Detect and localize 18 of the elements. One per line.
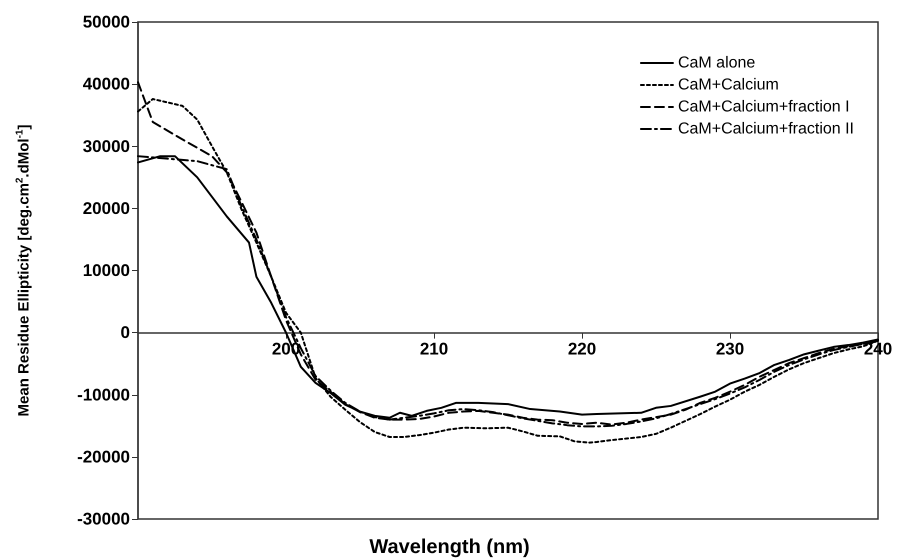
y-tick-label: 20000 xyxy=(82,198,130,218)
legend-label: CaM+Calcium+fraction I xyxy=(678,98,850,116)
y-axis-title: Mean Residue Ellipticity [deg.cm2.dMol-1] xyxy=(14,124,32,416)
y-tick-label: 0 xyxy=(120,323,130,342)
legend-label: CaM+Calcium xyxy=(678,76,779,94)
y-tick-label: 10000 xyxy=(82,261,130,280)
x-tick-label: 220 xyxy=(568,340,596,359)
legend-label: CaM alone xyxy=(678,54,756,72)
x-tick-label: 230 xyxy=(716,340,744,359)
y-tick-label: -20000 xyxy=(77,447,130,466)
y-tick-label: 30000 xyxy=(82,136,130,156)
y-tick-label: -10000 xyxy=(77,385,130,404)
x-tick-label: 210 xyxy=(420,340,448,359)
y-tick-label: 40000 xyxy=(82,74,130,94)
y-tick-label: -30000 xyxy=(77,510,130,528)
y-tick-label: 50000 xyxy=(82,12,130,32)
legend-label: CaM+Calcium+fraction II xyxy=(678,120,854,138)
x-axis-title: Wavelength (nm) xyxy=(369,536,530,558)
